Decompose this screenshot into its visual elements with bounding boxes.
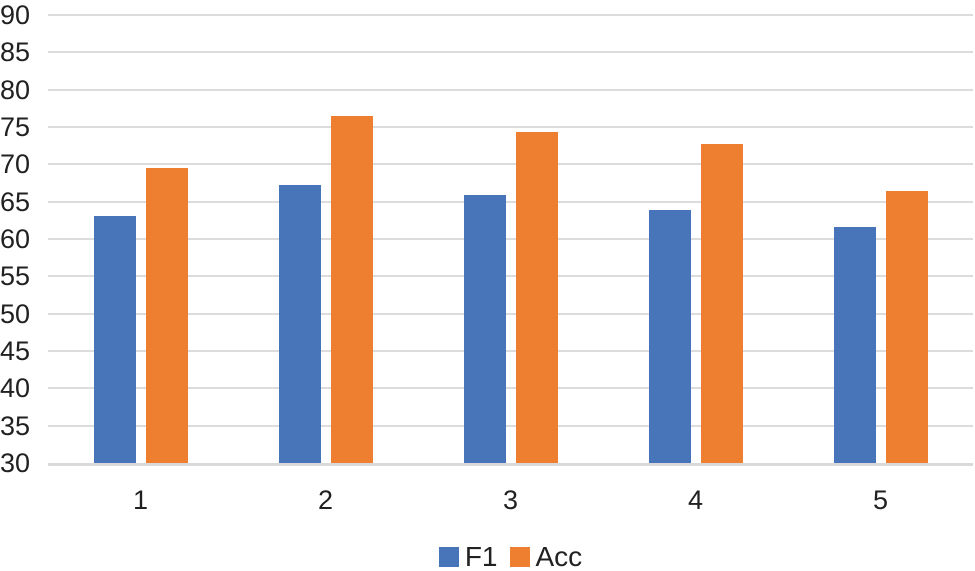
y-tick-label-90: 90 [0, 0, 31, 30]
plot-area [48, 14, 973, 466]
gridline-40 [48, 387, 973, 390]
legend-item-acc: Acc [509, 541, 583, 571]
x-tick-label-5: 5 [872, 485, 889, 515]
bar-acc-4 [700, 144, 743, 463]
y-tick-label-65: 65 [0, 186, 31, 217]
y-tick-label-60: 60 [0, 224, 31, 254]
y-tick-label-55: 55 [0, 261, 31, 292]
legend-swatch-acc-icon [509, 547, 530, 567]
x-tick-label-2: 2 [317, 485, 334, 515]
y-tick-label-50: 50 [0, 298, 31, 329]
gridline-65 [48, 200, 973, 203]
y-tick-label-30: 30 [0, 448, 31, 478]
gridline-50 [48, 312, 973, 315]
gridline-85 [48, 51, 973, 54]
bar-f1-3 [463, 194, 506, 463]
x-tick-label-4: 4 [687, 485, 704, 515]
legend-swatch-f1-icon [438, 547, 459, 567]
x-axis: 1 2 3 4 5 [48, 486, 973, 516]
y-tick-label-70: 70 [0, 149, 31, 180]
gridline-70 [48, 163, 973, 166]
legend-item-f1: F1 [438, 541, 498, 571]
gridline-55 [48, 275, 973, 278]
x-tick-label-3: 3 [502, 485, 519, 515]
y-tick-label-40: 40 [0, 373, 31, 404]
gridline-80 [48, 88, 973, 91]
legend-label-acc: Acc [535, 541, 583, 571]
y-axis: 30 35 40 45 50 55 60 65 70 75 80 85 90 [0, 0, 40, 520]
bar-acc-1 [145, 168, 188, 463]
legend: F1 Acc [48, 543, 973, 571]
gridline-75 [48, 126, 973, 128]
gridline-90 [48, 14, 973, 16]
y-tick-label-85: 85 [0, 37, 31, 68]
y-tick-label-75: 75 [0, 112, 31, 142]
y-tick-label-45: 45 [0, 336, 31, 366]
gridline-60 [48, 238, 973, 240]
y-tick-label-80: 80 [0, 74, 31, 105]
x-tick-label-1: 1 [132, 485, 149, 515]
bar-acc-5 [885, 191, 928, 463]
gridline-35 [48, 424, 973, 427]
legend-label-f1: F1 [464, 541, 498, 571]
bar-f1-4 [648, 209, 691, 463]
bar-f1-1 [93, 215, 136, 463]
bar-f1-5 [833, 227, 876, 463]
bar-acc-3 [515, 132, 558, 463]
bar-acc-2 [330, 115, 373, 463]
bar-f1-2 [278, 185, 321, 463]
gridline-45 [48, 350, 973, 352]
y-tick-label-35: 35 [0, 410, 31, 441]
